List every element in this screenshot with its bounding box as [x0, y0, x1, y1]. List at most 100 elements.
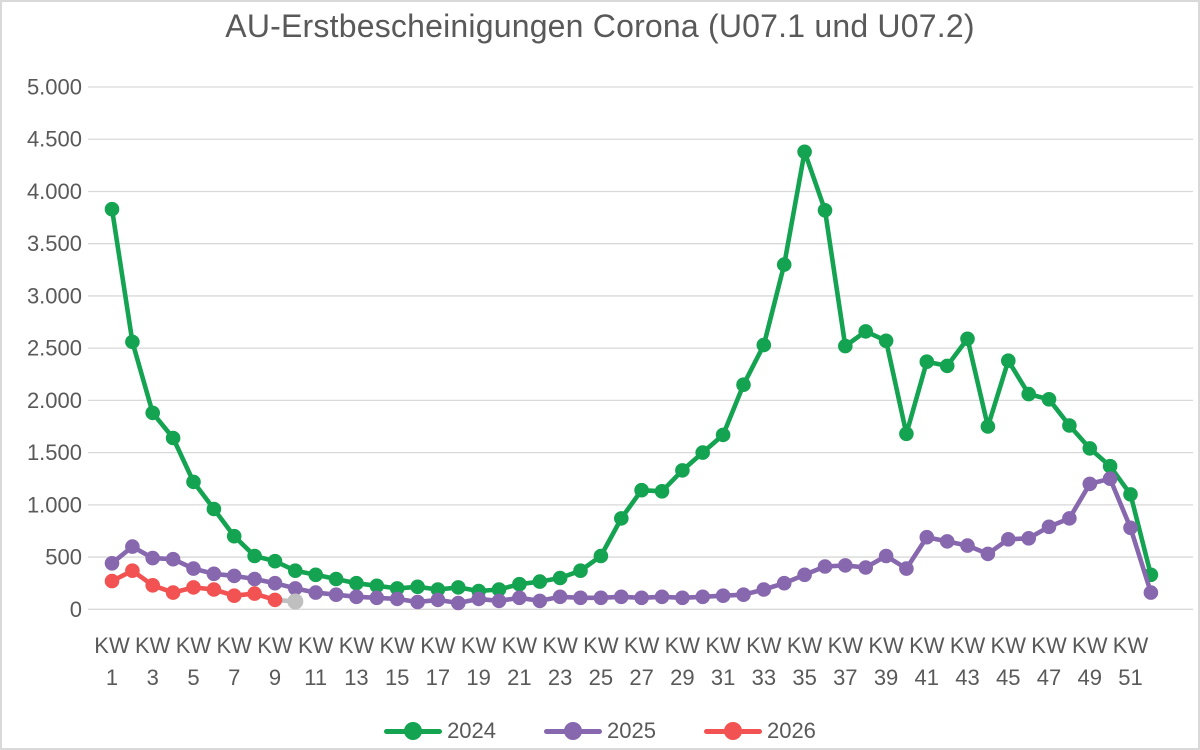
data-point-2025	[288, 581, 303, 596]
data-point-2024	[695, 445, 710, 460]
data-point-2024	[552, 570, 568, 586]
data-point-2024	[858, 324, 873, 339]
y-tick-label: 1.500	[27, 440, 82, 465]
x-tick-label-kw: KW	[909, 633, 945, 658]
x-tick-label-kw: KW	[705, 633, 741, 658]
data-point-2024	[491, 582, 507, 597]
data-point-2024	[247, 548, 262, 564]
x-tick-label-number: 7	[228, 665, 240, 690]
data-point-2024	[145, 405, 160, 421]
data-point-2024	[104, 201, 120, 217]
y-tick-label: 4.500	[27, 127, 82, 152]
x-tick-label-kw: KW	[1113, 633, 1149, 658]
data-point-2025	[369, 590, 385, 606]
x-tick-label-number: 37	[833, 665, 857, 690]
data-point-2025	[552, 589, 568, 605]
data-point-2026	[104, 573, 120, 589]
data-point-2025	[1001, 532, 1016, 547]
x-tick-label-kw: KW	[950, 633, 986, 658]
data-point-2025	[960, 538, 975, 553]
x-tick-label-number: 15	[385, 665, 409, 690]
data-point-2024	[899, 426, 914, 442]
data-point-2025	[247, 571, 262, 587]
x-tick-label-number: 25	[589, 665, 613, 690]
data-point-2025	[899, 561, 914, 576]
x-tick-label-number: 47	[1037, 665, 1061, 690]
x-tick-label-number: 5	[187, 665, 199, 690]
data-point-2025	[736, 587, 751, 602]
data-point-2024	[186, 474, 201, 490]
x-tick-label-number: 17	[426, 665, 450, 690]
x-tick-label-kw: KW	[339, 633, 375, 658]
data-point-2025	[512, 590, 527, 606]
data-point-2024	[206, 501, 222, 517]
y-axis-tick-labels: 0 500 1.000 1.500 2.000 2.500 3.000 3.500 4.000 4…	[27, 75, 82, 622]
data-point-2025	[634, 590, 649, 606]
x-tick-label-kw: KW	[176, 633, 212, 658]
y-tick-label: 5.000	[27, 75, 82, 100]
y-tick-label: 500	[45, 545, 82, 570]
x-tick-label-number: 13	[344, 665, 368, 690]
x-tick-label-kw: KW	[461, 633, 497, 658]
data-point-2024	[919, 354, 935, 370]
data-point-2024	[430, 582, 446, 597]
data-point-2026	[247, 586, 262, 601]
data-point-2024	[614, 511, 629, 526]
data-point-2024	[308, 567, 324, 583]
data-point-2025	[451, 595, 466, 611]
data-point-2025	[328, 587, 344, 602]
data-point-2024	[125, 334, 140, 350]
x-tick-label-kw: KW	[868, 633, 904, 658]
data-point-2024	[736, 377, 751, 393]
data-point-2025	[919, 529, 935, 545]
x-tick-label-number: 21	[507, 665, 531, 690]
data-point-2025	[491, 593, 507, 609]
data-point-2025	[206, 566, 222, 582]
x-tick-label-number: 45	[996, 665, 1020, 690]
data-point-2025	[756, 582, 772, 597]
data-point-2025	[410, 594, 425, 610]
x-tick-label-kw: KW	[1031, 633, 1067, 658]
x-tick-label-number: 27	[629, 665, 653, 690]
x-tick-label-kw: KW	[665, 633, 701, 658]
data-point-2025	[1041, 519, 1057, 535]
data-point-2025	[125, 539, 140, 554]
data-point-2025	[573, 590, 588, 606]
data-point-2025	[980, 546, 996, 562]
legend-label: 2024	[447, 718, 497, 743]
data-point-2026	[125, 563, 140, 578]
data-point-2025	[267, 575, 283, 591]
data-point-2024	[593, 548, 609, 564]
data-point-2026	[226, 588, 242, 603]
y-gridlines	[88, 86, 1193, 610]
y-tick-label: 2.500	[27, 336, 82, 361]
data-point-2024	[1123, 487, 1138, 502]
data-point-2026	[186, 580, 201, 595]
x-tick-label-kw: KW	[1072, 633, 1108, 658]
x-tick-label-kw: KW	[624, 633, 660, 658]
x-tick-label-number: 29	[670, 665, 694, 690]
data-point-2026	[206, 582, 222, 597]
legend-line-marker-icon	[384, 722, 443, 740]
data-point-2024	[165, 430, 181, 446]
data-point-2024	[267, 553, 283, 569]
data-point-2025	[939, 534, 955, 549]
x-tick-label-number: 51	[1118, 665, 1142, 690]
x-tick-label-number: 33	[752, 665, 776, 690]
data-point-2024	[451, 580, 466, 595]
data-point-2024	[1082, 441, 1098, 456]
x-tick-label-kw: KW	[257, 633, 293, 658]
data-point-2025	[858, 560, 873, 575]
data-point-2024	[1062, 418, 1077, 433]
legend-item-1: 2025	[544, 718, 656, 744]
x-tick-label-number: 39	[874, 665, 898, 690]
data-point-2024	[1041, 392, 1057, 407]
chart-legend: 2024 2025 2026	[2, 718, 1198, 744]
legend-item-2: 2026	[703, 718, 816, 744]
data-point-2026	[165, 585, 181, 600]
data-point-2024	[675, 463, 690, 478]
data-point-2025	[1102, 471, 1118, 487]
data-point-2024	[756, 337, 772, 353]
data-point-2024	[573, 563, 588, 578]
